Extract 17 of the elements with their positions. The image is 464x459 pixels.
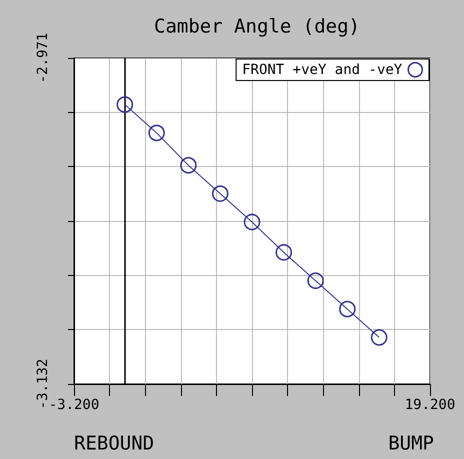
text: BUMP bbox=[388, 432, 434, 454]
point bbox=[148, 124, 165, 142]
x-tick-label: 19.200 bbox=[404, 397, 456, 413]
chart-title: Camber Angle (deg) bbox=[154, 16, 360, 38]
point bbox=[339, 300, 356, 318]
point bbox=[116, 96, 134, 113]
point bbox=[307, 272, 324, 289]
point bbox=[180, 157, 197, 174]
x-tick-label: -3.200 bbox=[48, 397, 100, 413]
legend-label: FRONT +veY and -veY bbox=[242, 62, 403, 78]
point bbox=[276, 244, 292, 261]
y-tick-label: -3.132 bbox=[35, 358, 51, 410]
point bbox=[212, 185, 228, 202]
point bbox=[370, 329, 388, 346]
y-tick-label: -2.971 bbox=[35, 32, 51, 84]
text: REBOUND bbox=[74, 432, 154, 454]
point bbox=[244, 214, 260, 230]
